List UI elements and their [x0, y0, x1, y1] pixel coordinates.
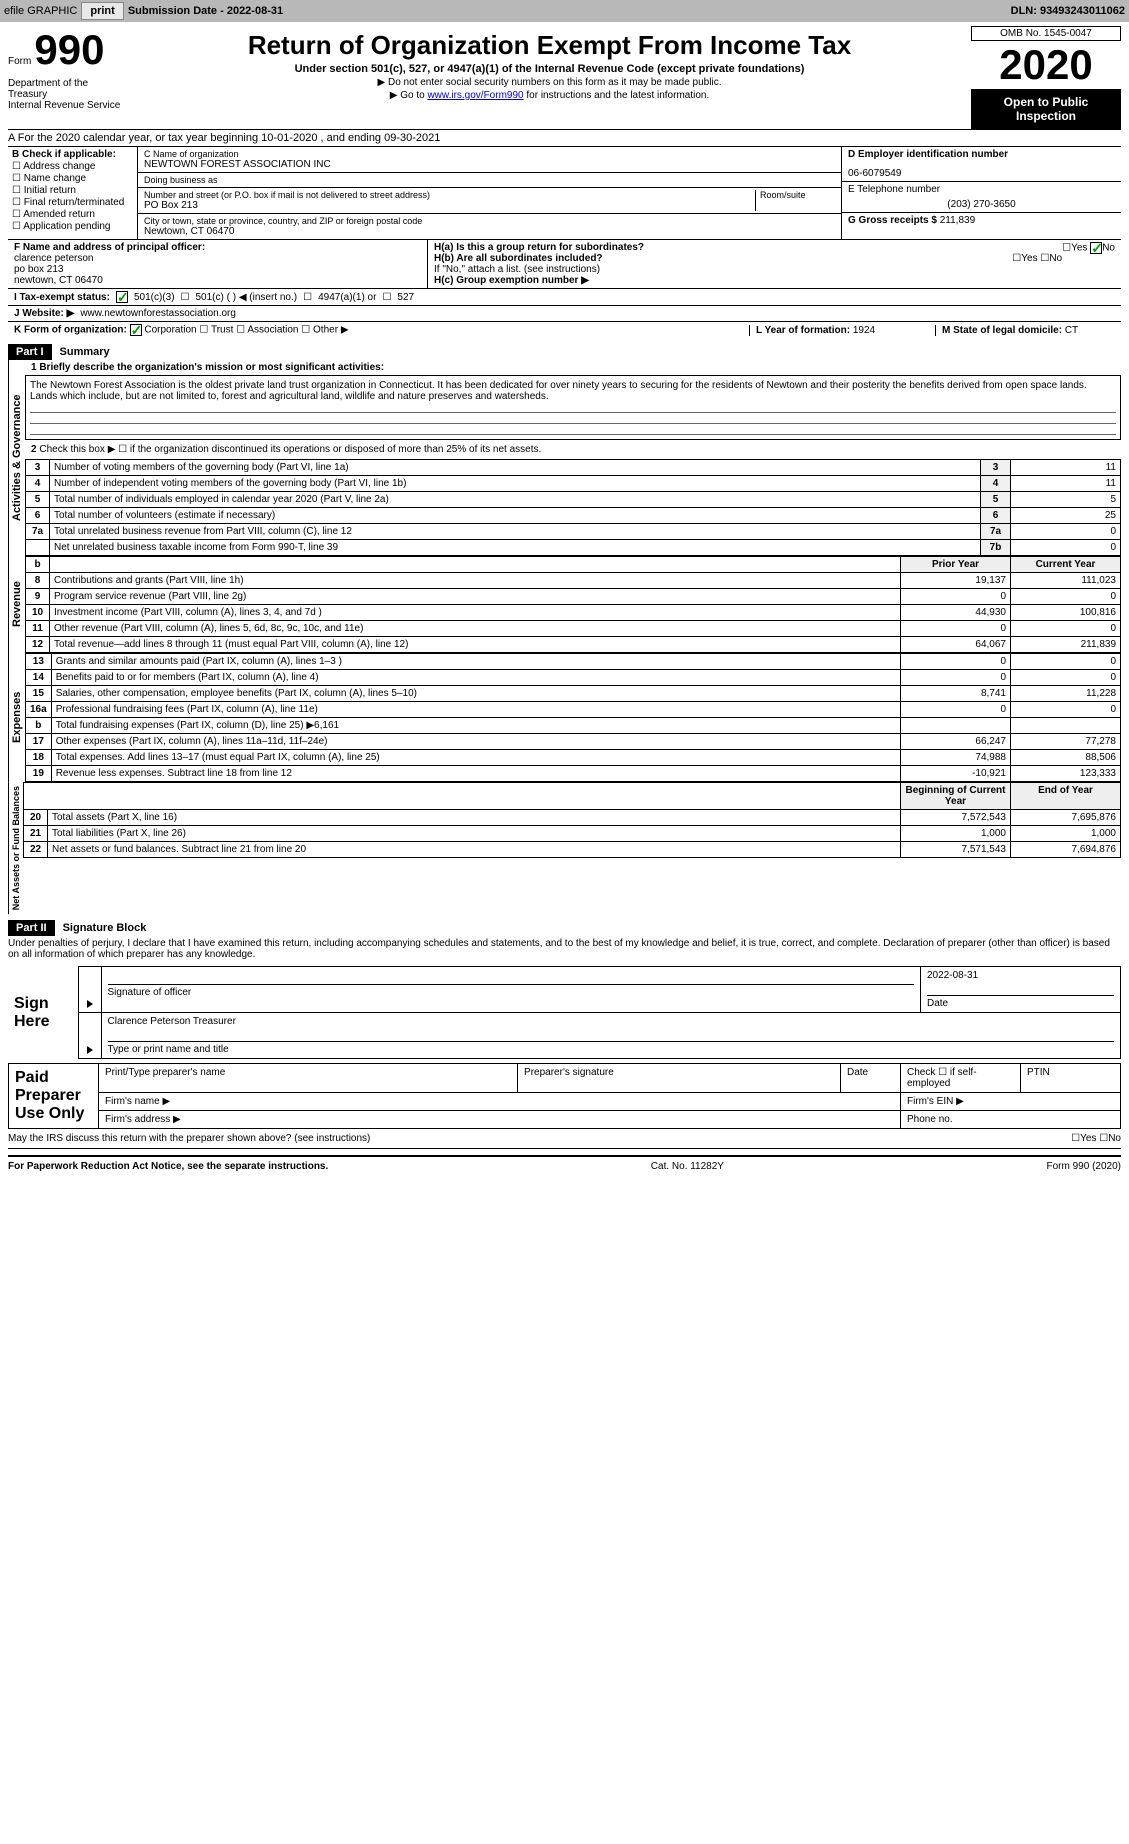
part2-hdr: Part II: [8, 920, 55, 936]
sign-here-table: Sign Here Signature of officer 2022-08-3…: [8, 966, 1121, 1059]
signer-name: Clarence Peterson Treasurer: [108, 1016, 1115, 1027]
form-number: 990: [34, 26, 104, 73]
triangle-icon: [87, 1046, 93, 1054]
toolbar: efile GRAPHIC print Submission Date - 20…: [0, 0, 1129, 22]
website: www.newtownforestassociation.org: [80, 308, 236, 319]
org-city: Newtown, CT 06470: [144, 226, 835, 237]
cb-final-return[interactable]: ☐ Final return/terminated: [12, 197, 133, 208]
domicile: CT: [1065, 325, 1078, 336]
501c3-check: [116, 291, 128, 303]
footer: For Paperwork Reduction Act Notice, see …: [8, 1155, 1121, 1176]
org-name: NEWTOWN FOREST ASSOCIATION INC: [144, 159, 835, 170]
omb: OMB No. 1545-0047: [971, 26, 1121, 41]
officer-box: F Name and address of principal officer:…: [8, 240, 428, 288]
telephone: (203) 270-3650: [848, 199, 1115, 210]
declaration: Under penalties of perjury, I declare th…: [8, 936, 1121, 962]
dept-label: Department of the Treasury Internal Reve…: [8, 78, 128, 111]
officer-name: clarence peterson: [14, 253, 421, 264]
dln: DLN: 93493243011062: [1011, 5, 1125, 17]
group-return-box: H(a) Is this a group return for subordin…: [428, 240, 1121, 288]
activities-label: Activities & Governance: [8, 360, 25, 556]
section-a: A For the 2020 calendar year, or tax yea…: [8, 129, 1121, 146]
col-d: D Employer identification number06-60795…: [841, 147, 1121, 239]
cb-name-change[interactable]: ☐ Name change: [12, 173, 133, 184]
revenue-label: Revenue: [8, 556, 25, 653]
corp-check: [130, 324, 142, 336]
org-address: PO Box 213: [144, 200, 755, 211]
year-box: OMB No. 1545-0047 2020 Open to Public In…: [971, 26, 1121, 129]
submission-date: Submission Date - 2022-08-31: [128, 5, 283, 17]
mission-box: The Newtown Forest Association is the ol…: [25, 375, 1121, 440]
tax-year: 2020: [971, 41, 1121, 89]
main-title: Return of Organization Exempt From Incom…: [140, 30, 959, 61]
triangle-icon: [87, 1000, 93, 1008]
form-word: Form: [8, 56, 31, 67]
activities-table: 3Number of voting members of the governi…: [25, 459, 1121, 556]
revenue-table: bPrior YearCurrent Year 8Contributions a…: [25, 556, 1121, 653]
print-button[interactable]: print: [81, 2, 123, 20]
form-title-box: Form 990 Department of the Treasury Inte…: [8, 26, 128, 111]
year-formation: 1924: [853, 325, 875, 336]
group-no-check: [1090, 242, 1102, 254]
expenses-label: Expenses: [8, 653, 25, 782]
ein: 06-6079549: [848, 168, 1115, 179]
cb-address-change[interactable]: ☐ Address change: [12, 161, 133, 172]
main-title-box: Return of Organization Exempt From Incom…: [132, 26, 967, 105]
netassets-label: Net Assets or Fund Balances: [8, 782, 23, 914]
col-c: C Name of organizationNEWTOWN FOREST ASS…: [138, 147, 841, 239]
expenses-table: 13Grants and similar amounts paid (Part …: [25, 653, 1121, 782]
note-ssn: ▶ Do not enter social security numbers o…: [140, 77, 959, 88]
col-b: B Check if applicable: ☐ Address change …: [8, 147, 138, 239]
netassets-table: Beginning of Current YearEnd of Year 20T…: [23, 782, 1121, 858]
cb-app-pending[interactable]: ☐ Application pending: [12, 221, 133, 232]
tax-exempt-row: I Tax-exempt status: 501(c)(3) ☐ 501(c) …: [8, 288, 1121, 305]
note-goto: ▶ Go to www.irs.gov/Form990 for instruct…: [140, 90, 959, 101]
irs-link[interactable]: www.irs.gov/Form990: [427, 90, 523, 101]
subtitle: Under section 501(c), 527, or 4947(a)(1)…: [140, 63, 959, 75]
open-public: Open to Public Inspection: [971, 89, 1121, 129]
gross-receipts: 211,839: [940, 215, 975, 226]
efile-label: efile GRAPHIC: [4, 5, 77, 17]
cb-amended[interactable]: ☐ Amended return: [12, 209, 133, 220]
paid-preparer-table: Paid Preparer Use Only Print/Type prepar…: [8, 1063, 1121, 1129]
cb-initial-return[interactable]: ☐ Initial return: [12, 185, 133, 196]
part1-hdr: Part I: [8, 344, 52, 360]
